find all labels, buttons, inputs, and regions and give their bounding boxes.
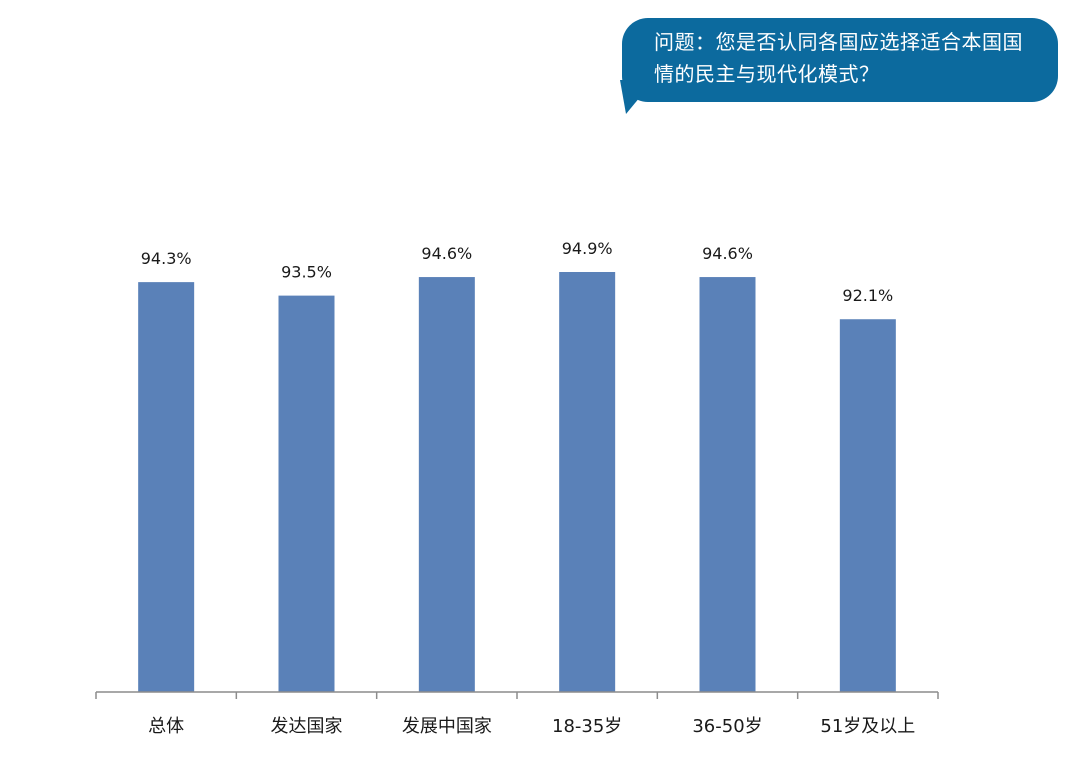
x-tick-label-4: 18-35岁 [552,716,622,737]
x-tick-label-5: 36-50岁 [692,716,762,737]
bar-2 [278,295,335,692]
x-tick-label-2: 发达国家 [271,716,343,737]
question-callout-text: 问题：您是否认同各国应选择适合本国国情的民主与现代化模式？ [654,30,1023,86]
bar-3 [418,277,475,692]
data-label-6: 92.1% [842,286,893,305]
data-label-1: 94.3% [141,249,192,268]
bar-4 [559,272,616,692]
bar-5 [699,277,756,692]
x-tick-labels-layer: 总体 发达国家 发展中国家 18-35岁 36-50岁 51岁及以上 [148,716,915,737]
bars-layer [138,272,896,692]
data-labels-layer: 94.3% 93.5% 94.6% 94.9% 94.6% 92.1% [141,239,893,305]
question-callout-bubble [622,18,1058,102]
x-axis [95,691,939,699]
question-callout-tail [620,80,654,114]
x-tick-label-3: 发展中国家 [402,716,492,737]
x-tick-label-1: 总体 [148,716,184,737]
bar-1 [138,282,195,692]
x-tick-label-6: 51岁及以上 [820,716,915,737]
bar-6 [839,319,896,692]
data-label-4: 94.9% [562,239,613,258]
data-label-2: 93.5% [281,263,332,282]
data-label-3: 94.6% [421,244,472,263]
data-label-5: 94.6% [702,244,753,263]
